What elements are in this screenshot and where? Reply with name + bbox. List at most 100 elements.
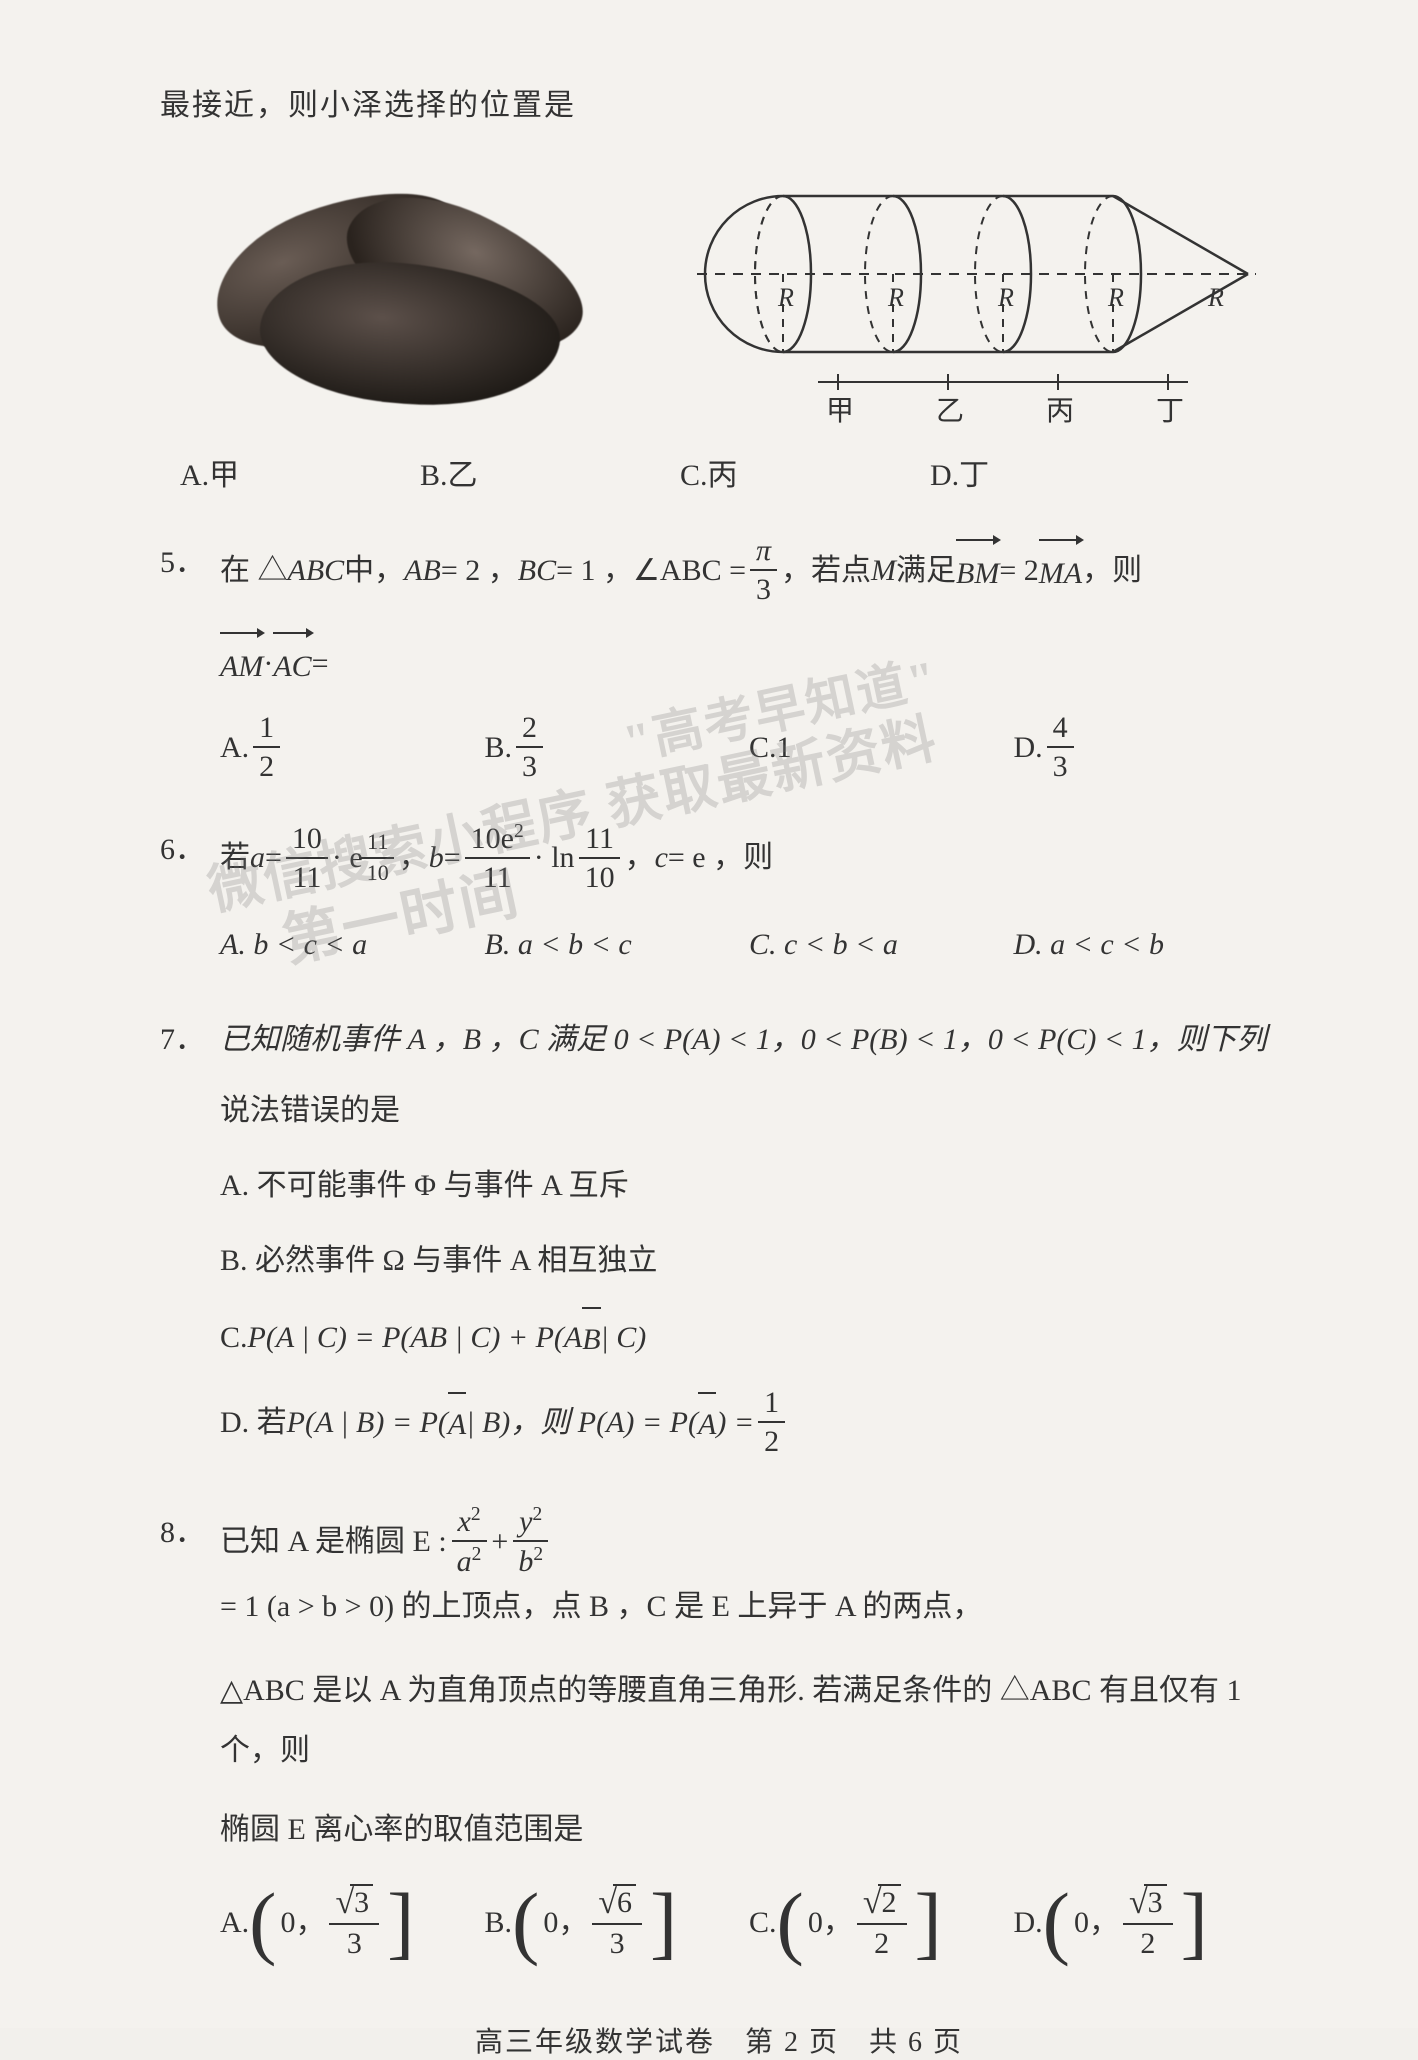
q5-eq1: = 1 ， xyxy=(556,542,633,599)
q4-opt-d: D.丁 xyxy=(930,450,1130,494)
q4-options: A.甲 B.乙 C.丙 D.丁 xyxy=(180,450,1278,494)
q7-d-p3: ) = xyxy=(716,1394,754,1451)
q7-d-pre: D. 若 xyxy=(220,1394,287,1451)
q8-plus: + xyxy=(491,1513,508,1570)
q6-f1d: 11 xyxy=(286,859,327,894)
q5-t3: ，若点 xyxy=(781,542,871,599)
q5-ab: AB xyxy=(404,542,441,599)
q5-a-lbl: A. xyxy=(220,719,249,776)
q5-options: A. 12 B. 23 C.1 D. 43 xyxy=(220,711,1278,783)
q7-line2: 说法错误的是 xyxy=(220,1082,1278,1139)
q7-opt-c: C. P(A | C) = P(AB | C) + P(A B | C) xyxy=(220,1307,1278,1368)
q6-expn: 11 xyxy=(361,830,394,858)
q8-opt-a: A. (0，√33] xyxy=(220,1884,485,1960)
q6-a: a xyxy=(250,829,265,886)
q7-c-bar: B xyxy=(582,1307,600,1368)
q8-eq1: = 1 (a > b > 0) 的上顶点，点 B ，C 是 E 上异于 A 的两… xyxy=(220,1578,982,1635)
q6-ln: · ln xyxy=(534,829,575,886)
svg-text:丁: 丁 xyxy=(1156,396,1184,427)
q8-line1: 已知 A 是椭圆 E : x2 a2 + y2 b2 = 1 (a > b > … xyxy=(220,1504,1278,1635)
svg-text:乙: 乙 xyxy=(936,396,964,427)
q5-bc: BC xyxy=(518,542,556,599)
q8-d-interval: (0，√32] xyxy=(1043,1884,1208,1960)
q8-a-interval: (0，√33] xyxy=(249,1884,414,1960)
page-footer: 高三年级数学试卷 第 2 页 共 6 页 xyxy=(160,2020,1278,2060)
q5-dd: 3 xyxy=(1047,748,1074,783)
q5-ma: MA xyxy=(1039,557,1082,590)
solid-diagram-svg: RRRRR甲乙丙丁 xyxy=(638,154,1278,434)
q5-t5: ，则 xyxy=(1082,542,1142,599)
q6-dot1: · e xyxy=(332,829,363,886)
q5-opt-a: A. 12 xyxy=(220,711,485,783)
q7-d-fd: 2 xyxy=(758,1423,785,1458)
q8-yfd: b2 xyxy=(512,1542,549,1578)
q6-num: 6． xyxy=(160,821,220,983)
q5: 5． 在 △ ABC 中， AB = 2 ， BC = 1 ， ∠ABC = π… xyxy=(160,534,1278,793)
q8-opt-b: B. (0，√63] xyxy=(485,1884,750,1960)
q7-d-p1: P(A | B) = P( xyxy=(287,1394,448,1451)
svg-text:R: R xyxy=(1207,283,1224,312)
svg-text:R: R xyxy=(997,283,1014,312)
q8-xfd: a2 xyxy=(451,1542,488,1578)
q7-opt-d: D. 若 P(A | B) = P( A | B)，则 P(A) = P( A … xyxy=(220,1386,1278,1458)
q4-lead-text: 最接近，则小泽选择的位置是 xyxy=(160,80,1278,124)
q5-bd: 3 xyxy=(516,748,543,783)
q8-d-label: D. xyxy=(1014,1894,1043,1951)
q5-angle: ∠ABC = xyxy=(633,542,746,599)
q7-d-bar1: A xyxy=(448,1392,466,1453)
q6-f3d: 10 xyxy=(579,859,621,894)
svg-text:丙: 丙 xyxy=(1046,396,1074,427)
q8-b-label: B. xyxy=(485,1894,513,1951)
q7-c-rhs: | C) xyxy=(601,1309,647,1366)
q5-pi3: π 3 xyxy=(750,534,777,606)
q6-f2d: 11 xyxy=(477,859,518,894)
svg-text:R: R xyxy=(1107,283,1124,312)
q8-yn: y xyxy=(519,1505,532,1538)
q7-d-p2: | B)，则 P(A) = P( xyxy=(466,1394,698,1451)
q7-num: 7． xyxy=(160,1011,220,1476)
q5-an: 1 xyxy=(253,711,280,748)
q5-b-lbl: B. xyxy=(485,719,513,776)
q5-vec-ac: AC xyxy=(273,632,311,695)
q5-eq: = 2 xyxy=(999,542,1038,599)
q7-c-lhs: P(A | C) = P(AB | C) + P(A xyxy=(248,1309,583,1366)
q5-t1: 在 △ xyxy=(220,542,288,599)
q5-line1: 在 △ ABC 中， AB = 2 ， BC = 1 ， ∠ABC = π 3 … xyxy=(220,534,1278,606)
q5-eq2: = 2 ， xyxy=(441,542,518,599)
q6-f2n-t: 10e xyxy=(471,822,514,855)
q5-m: M xyxy=(871,542,896,599)
q6-options: A. b < c < a B. a < b < c C. c < b < a D… xyxy=(220,916,1278,973)
q4-opt-b: B.乙 xyxy=(420,450,680,494)
q5-vec-am: AM xyxy=(220,632,263,695)
q8-a-label: A. xyxy=(220,1894,249,1951)
q8: 8． 已知 A 是椭圆 E : x2 a2 + y2 b2 = 1 (a > b… xyxy=(160,1504,1278,1970)
q8-c-label: C. xyxy=(749,1894,777,1951)
q5-3: 3 xyxy=(750,571,777,606)
q6-eq1: = xyxy=(265,829,282,886)
q6-f2n: 10e2 xyxy=(465,821,530,859)
q6-f1n: 10 xyxy=(286,822,328,859)
q6-opt-c: C. c < b < a xyxy=(749,916,1014,973)
q5-dn: 4 xyxy=(1047,711,1074,748)
q8-xfn: x2 xyxy=(452,1504,487,1542)
q8-b-interval: (0，√63] xyxy=(512,1884,677,1960)
q5-bn: 2 xyxy=(516,711,543,748)
q8-opt-c: C. (0，√22] xyxy=(749,1884,1014,1960)
q6-opt-b: B. a < b < c xyxy=(485,916,750,973)
q7-c-pre: C. xyxy=(220,1309,248,1366)
q5-abc: ABC xyxy=(288,542,345,599)
q5-opt-b: B. 23 xyxy=(485,711,750,783)
q5-d-lbl: D. xyxy=(1014,719,1043,776)
q6-c1: ， xyxy=(399,829,429,886)
q8-yd: b xyxy=(518,1545,533,1578)
svg-text:R: R xyxy=(887,283,904,312)
q5-cdot: · xyxy=(263,635,273,692)
q5-am: AM xyxy=(220,650,263,683)
q5-ad: 2 xyxy=(253,748,280,783)
q8-c-interval: (0，√22] xyxy=(777,1884,942,1960)
q6-b: b xyxy=(429,829,444,886)
q5-opt-c: C.1 xyxy=(749,711,1014,783)
q6-f2n-sup: 2 xyxy=(514,821,524,842)
q5-pi: π xyxy=(750,534,777,571)
q6-opt-d: D. a < c < b xyxy=(1014,916,1279,973)
